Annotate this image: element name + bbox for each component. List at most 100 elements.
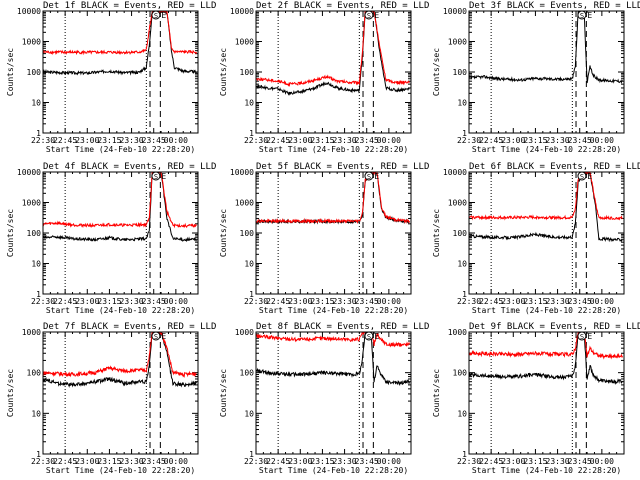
- plot-frame: [255, 10, 412, 134]
- x-tick-label: 22:30: [31, 136, 55, 145]
- x-tick-label: 22:45: [266, 457, 290, 466]
- x-tick-label: 23:45: [568, 457, 592, 466]
- y-tick-label: 10: [31, 260, 41, 269]
- x-tick-label: 00:00: [590, 136, 614, 145]
- x-tick-label: 23:45: [142, 297, 166, 306]
- lld-line: [43, 332, 197, 378]
- x-tick-label: 23:30: [546, 297, 570, 306]
- panel-det-2f: Det 2f BLACK = Events, RED = LLD 1 10 100 10…: [219, 1, 429, 154]
- y-tick-label: 10: [31, 409, 41, 418]
- panel-title: Det 5f BLACK = Events, RED = LLD: [256, 162, 429, 172]
- x-tick-label: 23:30: [546, 136, 570, 145]
- y-tick-label: 1: [36, 129, 41, 138]
- x-tick-label: 22:45: [53, 457, 77, 466]
- events-line: [256, 332, 410, 386]
- x-tick-label: 23:30: [120, 457, 144, 466]
- x-tick-label: 23:00: [501, 457, 525, 466]
- y-tick-label: 10: [457, 260, 467, 269]
- panel-title: Det 2f BLACK = Events, RED = LLD: [256, 1, 429, 11]
- x-tick-label: 23:45: [568, 136, 592, 145]
- plot-frame: [42, 171, 199, 295]
- start-marker-circle: [577, 10, 587, 20]
- x-tick-label: 23:00: [501, 136, 525, 145]
- y-tick-label: 10: [244, 409, 254, 418]
- plot-frame: [42, 331, 199, 455]
- lld-line: [256, 172, 410, 225]
- start-marker-circle: [577, 331, 587, 341]
- x-tick-label: 23:00: [75, 457, 99, 466]
- plot-frame: [255, 171, 412, 295]
- x-tick-label: 00:00: [164, 136, 188, 145]
- x-tick-label: 23:15: [97, 457, 121, 466]
- y-tick-label: 10: [31, 99, 41, 108]
- y-axis-label: Counts/sec: [6, 369, 15, 417]
- lld-line: [43, 11, 197, 56]
- x-tick-label: 22:30: [457, 297, 481, 306]
- x-axis-label: Start Time (24-Feb-10 22:28:20): [259, 466, 408, 475]
- start-marker-label: S: [154, 12, 158, 20]
- x-tick-label: 23:15: [523, 136, 547, 145]
- panel-det-8f: Det 8f BLACK = Events, RED = LLD 1 10 100 10…: [219, 322, 429, 475]
- start-marker-label: S: [154, 333, 158, 341]
- x-tick-label: 22:45: [53, 136, 77, 145]
- start-marker-circle: [151, 171, 161, 181]
- x-tick-label: 00:00: [377, 297, 401, 306]
- y-tick-label: 10: [457, 409, 467, 418]
- y-axis-label: Counts/sec: [219, 369, 228, 417]
- x-axis-label: Start Time (24-Feb-10 22:28:20): [46, 306, 195, 315]
- x-tick-label: 00:00: [590, 297, 614, 306]
- x-tick-label: 00:00: [377, 457, 401, 466]
- y-tick-label: 100: [27, 68, 42, 77]
- x-tick-label: 00:00: [164, 457, 188, 466]
- plot-frame: [42, 10, 199, 134]
- y-tick-label: 10000: [230, 7, 254, 16]
- x-tick-label: 22:30: [31, 297, 55, 306]
- y-tick-label: 1000: [22, 38, 41, 47]
- plot-frame: [468, 171, 625, 295]
- events-line: [43, 172, 197, 243]
- y-tick-label: 1: [249, 290, 254, 299]
- events-line: [469, 172, 623, 243]
- y-tick-label: 1000: [448, 199, 467, 208]
- end-marker-label: E: [161, 172, 166, 181]
- x-tick-label: 22:30: [244, 457, 268, 466]
- lld-line: [469, 172, 623, 221]
- x-tick-label: 23:30: [120, 136, 144, 145]
- x-tick-label: 23:15: [97, 136, 121, 145]
- start-marker-label: S: [580, 173, 584, 181]
- y-axis-label: Counts/sec: [432, 369, 441, 417]
- x-tick-label: 23:45: [355, 457, 379, 466]
- start-marker-circle: [151, 10, 161, 20]
- x-axis-label: Start Time (24-Feb-10 22:28:20): [472, 466, 621, 475]
- events-line: [43, 11, 197, 76]
- panel-det-6f: Det 6f BLACK = Events, RED = LLD 1 10 100 10…: [432, 162, 640, 315]
- start-marker-circle: [364, 331, 374, 341]
- panel-det-4f: Det 4f BLACK = Events, RED = LLD 1 10 100 10…: [6, 162, 216, 315]
- x-axis-label: Start Time (24-Feb-10 22:28:20): [472, 306, 621, 315]
- y-tick-label: 1: [36, 290, 41, 299]
- panel-det-7f: Det 7f BLACK = Events, RED = LLD 1 10 100 10…: [6, 322, 216, 475]
- y-tick-label: 100: [453, 229, 468, 238]
- x-tick-label: 00:00: [377, 136, 401, 145]
- x-tick-label: 23:00: [288, 457, 312, 466]
- y-tick-label: 10000: [17, 168, 41, 177]
- x-axis-label: Start Time (24-Feb-10 22:28:20): [46, 145, 195, 154]
- end-marker-label: E: [587, 11, 592, 20]
- plot-frame: [468, 331, 625, 455]
- y-axis-label: Counts/sec: [432, 209, 441, 257]
- x-tick-label: 22:45: [479, 297, 503, 306]
- x-tick-label: 23:00: [75, 136, 99, 145]
- y-tick-label: 1: [36, 450, 41, 459]
- y-tick-label: 1: [249, 450, 254, 459]
- start-marker-label: S: [580, 12, 584, 20]
- y-tick-label: 1000: [448, 328, 467, 337]
- x-tick-label: 00:00: [590, 457, 614, 466]
- y-tick-label: 1000: [235, 38, 254, 47]
- x-tick-label: 23:15: [523, 297, 547, 306]
- panel-det-9f: Det 9f BLACK = Events, RED = LLD 1 10 100 10…: [432, 322, 640, 475]
- panel-title: Det 6f BLACK = Events, RED = LLD: [469, 162, 640, 172]
- x-tick-label: 23:15: [310, 136, 334, 145]
- lld-line: [256, 332, 410, 348]
- x-tick-label: 00:00: [164, 297, 188, 306]
